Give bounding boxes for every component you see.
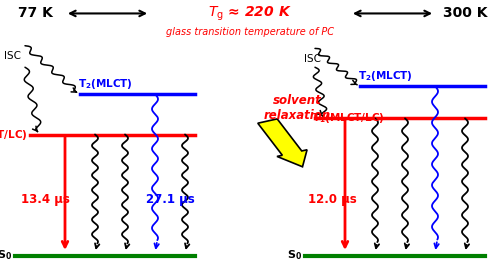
Text: ISC: ISC [4, 51, 21, 62]
Text: $\mathbf{S_0}$: $\mathbf{S_0}$ [288, 249, 302, 263]
Text: 27.1 μs: 27.1 μs [146, 193, 194, 206]
Text: ISC: ISC [304, 54, 321, 64]
Text: glass transition temperature of PC: glass transition temperature of PC [166, 27, 334, 37]
Text: 12.0 μs: 12.0 μs [308, 193, 357, 206]
FancyArrow shape [258, 119, 307, 167]
Text: $\it{T}_{\rm g}$ ≈ 220 K: $\it{T}_{\rm g}$ ≈ 220 K [208, 4, 292, 23]
Text: $\mathbf{T_1}$(MLCT/LC): $\mathbf{T_1}$(MLCT/LC) [312, 111, 386, 125]
Text: solvent
relaxation: solvent relaxation [264, 94, 331, 122]
Text: 13.4 μs: 13.4 μs [20, 193, 70, 206]
Text: 300 K: 300 K [443, 6, 487, 20]
Text: 77 K: 77 K [18, 6, 52, 20]
Text: $\mathbf{S_0}$: $\mathbf{S_0}$ [0, 249, 12, 263]
Text: $\mathbf{T_2}$(MLCT): $\mathbf{T_2}$(MLCT) [358, 69, 412, 83]
Text: $\mathbf{T_1}$(MLCT/LC): $\mathbf{T_1}$(MLCT/LC) [0, 128, 28, 141]
Text: $\mathbf{T_2}$(MLCT): $\mathbf{T_2}$(MLCT) [78, 77, 132, 91]
